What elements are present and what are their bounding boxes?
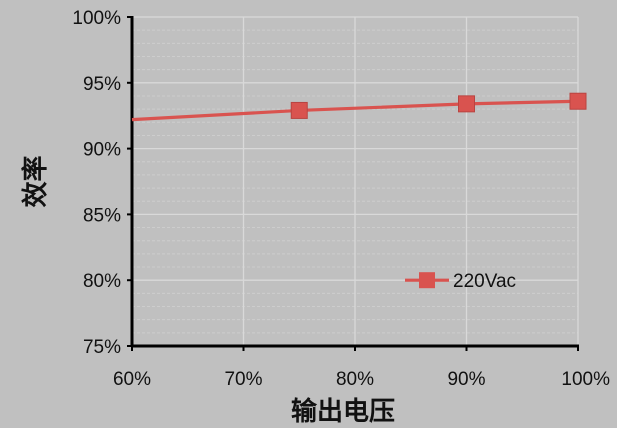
legend-label: 220Vac	[453, 271, 516, 292]
series	[131, 92, 587, 122]
y-tick-label: 80%	[83, 271, 121, 292]
tick-labels: 75% 80% 85% 90% 95% 100% 60% 70% 80% 90% 100%	[72, 8, 610, 390]
data-point-marker	[290, 101, 308, 119]
y-tick-label: 100%	[72, 8, 121, 29]
x-axis-title: 输出电压	[291, 396, 395, 426]
legend-marker	[419, 272, 435, 289]
y-tick-label: 75%	[83, 337, 121, 358]
data-point-marker	[458, 95, 475, 113]
data-point-marker	[569, 92, 587, 110]
y-tick-label: 85%	[83, 205, 121, 226]
x-tick-label: 70%	[224, 369, 262, 390]
y-tick-label: 95%	[83, 74, 121, 95]
axes	[127, 16, 579, 351]
y-axis-title: 效率	[20, 155, 50, 207]
series-line-220Vac	[131, 99, 579, 122]
x-tick-label: 60%	[113, 369, 151, 390]
legend: 220Vac	[405, 271, 516, 292]
x-tick-label: 90%	[447, 369, 485, 390]
x-tick-label: 80%	[336, 369, 374, 390]
y-tick-label: 90%	[83, 140, 121, 161]
x-tick-label: 100%	[561, 369, 610, 390]
